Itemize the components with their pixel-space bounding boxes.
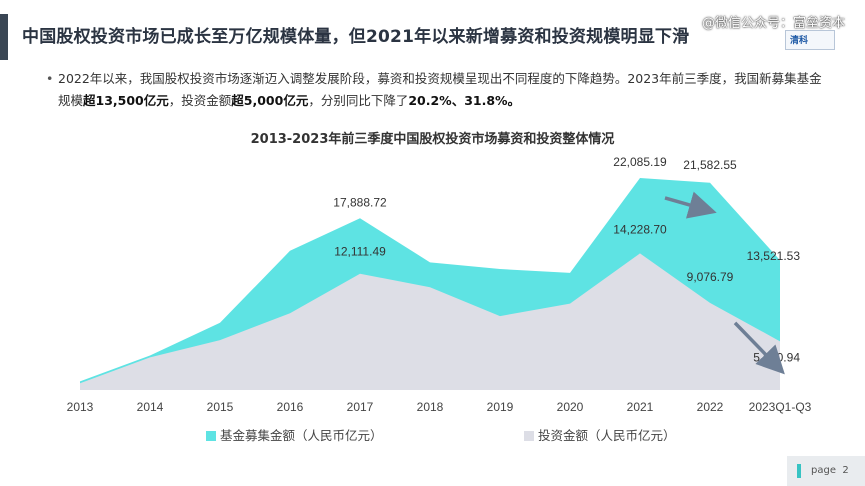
page-mark: [797, 464, 801, 478]
page-num: 2: [842, 465, 849, 476]
data-label-s1-8: 14,228.70: [613, 222, 667, 236]
zero2ipo-logo: 清科: [785, 30, 835, 50]
bullet-invest-amount: 超5,000亿元: [231, 93, 309, 108]
bullet-part-1: 2022年以来，我国股权投资市场逐渐迈入调整发展阶段，募资和投资规模呈现出不同程…: [58, 71, 822, 108]
data-label-s1-4: 12,111.49: [334, 245, 386, 259]
page-label: page: [811, 465, 836, 476]
title-accent-bar: [0, 14, 8, 60]
x-tick-2020: 2020: [557, 400, 584, 414]
legend-fundraising: 基金募集金额（人民币亿元）: [206, 425, 383, 444]
x-tick-2018: 2018: [417, 400, 444, 414]
page-indicator: page 2: [787, 456, 865, 486]
trend-arrow-0: [664, 191, 717, 219]
area-series-1: [80, 253, 780, 390]
x-tick-2013: 2013: [67, 400, 94, 414]
legend-label-investment: 投资金额（人民币亿元）: [538, 428, 676, 443]
x-tick-2023Q1-Q3: 2023Q1-Q3: [749, 400, 812, 414]
data-label-s0-10: 13,521.53: [747, 249, 801, 263]
x-tick-2019: 2019: [487, 400, 514, 414]
chart-title: 2013-2023年前三季度中国股权投资市场募资和投资整体情况: [250, 132, 615, 147]
x-tick-2017: 2017: [347, 400, 374, 414]
bullet-fund-amount: 超13,500亿元: [83, 93, 169, 108]
logo-text: 清科: [790, 36, 809, 46]
x-tick-2016: 2016: [277, 400, 304, 414]
legend-swatch-fundraising: [206, 431, 216, 441]
data-label-s1-9: 9,076.79: [687, 270, 734, 284]
legend-investment: 投资金额（人民币亿元）: [524, 425, 676, 444]
legend-swatch-investment: [524, 431, 534, 441]
data-label-s0-4: 17,888.72: [333, 195, 387, 209]
x-tick-2014: 2014: [137, 400, 164, 414]
trend-arrow-1: [733, 321, 785, 375]
data-label-s0-8: 22,085.19: [613, 155, 667, 169]
data-label-s0-9: 21,582.55: [683, 158, 737, 172]
data-label-s1-10: 5,070.94: [753, 350, 800, 364]
x-tick-2015: 2015: [207, 400, 234, 414]
watermark: @微信公众号：富垒资本: [701, 16, 845, 31]
legend-label-fundraising: 基金募集金额（人民币亿元）: [220, 428, 383, 443]
x-tick-2021: 2021: [627, 400, 654, 414]
summary-bullet: 2022年以来，我国股权投资市场逐渐迈入调整发展阶段，募资和投资规模呈现出不同程…: [46, 68, 828, 112]
bullet-part-3: ，投资金额: [168, 93, 232, 108]
slide-title: 中国股权投资市场已成长至万亿规模体量，但2021年以来新增募资和投资规模明显下滑: [22, 27, 690, 47]
x-tick-2022: 2022: [697, 400, 724, 414]
bullet-part-5: ，分别同比下降了: [308, 93, 409, 108]
page-number: page 2: [811, 465, 849, 476]
bullet-decline-rates: 20.2%、31.8%。: [408, 93, 521, 108]
